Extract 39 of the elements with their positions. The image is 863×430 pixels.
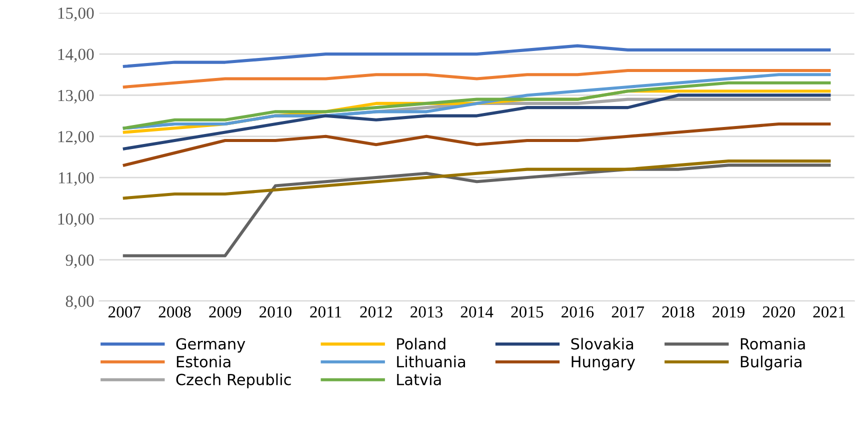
y-tick-label: 10,00 (58, 213, 94, 228)
y-tick-label: 14,00 (58, 48, 94, 62)
legend-label: Latvia (397, 373, 441, 386)
x-tick-label: 2018 (662, 306, 694, 318)
legend-label: Germany (176, 338, 246, 353)
x-tick-label: 2016 (562, 306, 594, 318)
x-tick-label: 2007 (108, 306, 141, 318)
x-tick-label: 2017 (612, 306, 644, 318)
x-tick-label: 2010 (260, 306, 292, 318)
y-tick-label: 13,00 (58, 90, 94, 104)
y-tick-label: 11,00 (58, 172, 94, 186)
line-series (122, 68, 831, 89)
x-tick-label: 2013 (410, 306, 442, 318)
x-tick-label: 2020 (762, 306, 795, 318)
line-series (122, 44, 831, 68)
legend-label: Hungary (572, 356, 636, 370)
y-tick-label: 9,00 (66, 254, 94, 268)
legend-label: Czech Republic (176, 373, 291, 388)
legend-label: Poland (397, 338, 446, 350)
y-tick-label: 12,00 (58, 131, 94, 145)
x-tick-label: 2008 (158, 306, 191, 318)
x-tick-label: 2021 (813, 306, 845, 318)
x-tick-label: 2009 (209, 306, 242, 318)
x-tick-label: 2012 (360, 306, 392, 318)
line-series (122, 122, 831, 167)
y-tick-label: 8,00 (66, 296, 94, 310)
legend-label: Bulgaria (740, 356, 802, 370)
line-series (122, 94, 831, 150)
line-series (122, 160, 831, 200)
legend-label: Slovakia (571, 338, 634, 350)
x-tick-label: 2015 (511, 306, 544, 318)
line-series (122, 164, 831, 258)
legend-label: Romania (740, 338, 805, 350)
legend-label: Estonia (176, 356, 230, 368)
legend-label: Lithuania (397, 356, 466, 368)
x-tick-label: 2014 (460, 306, 494, 318)
x-tick-label: 2011 (310, 306, 342, 318)
x-tick-label: 2019 (712, 306, 744, 318)
y-tick-label: 15,00 (58, 8, 94, 22)
